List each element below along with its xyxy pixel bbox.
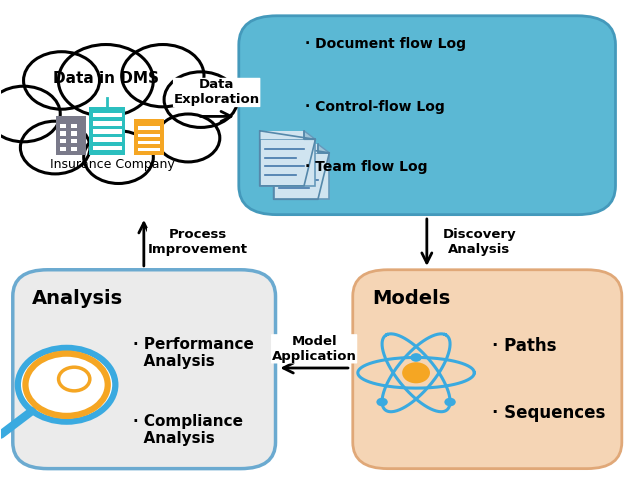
Circle shape (410, 353, 422, 362)
Circle shape (20, 121, 90, 174)
FancyBboxPatch shape (260, 139, 315, 186)
FancyBboxPatch shape (60, 131, 66, 135)
Circle shape (18, 348, 115, 422)
FancyBboxPatch shape (93, 137, 122, 142)
Text: · Performance
  Analysis: · Performance Analysis (133, 337, 254, 369)
FancyBboxPatch shape (138, 126, 160, 130)
FancyBboxPatch shape (353, 270, 622, 469)
Text: Discovery
Analysis: Discovery Analysis (443, 228, 516, 256)
Text: Models: Models (372, 289, 450, 308)
Text: Model
Application: Model Application (272, 335, 357, 363)
FancyBboxPatch shape (71, 139, 77, 143)
Circle shape (58, 44, 153, 116)
FancyBboxPatch shape (60, 139, 66, 143)
FancyBboxPatch shape (138, 134, 160, 137)
FancyBboxPatch shape (274, 144, 318, 153)
FancyBboxPatch shape (260, 131, 304, 139)
Circle shape (402, 362, 430, 383)
Polygon shape (318, 144, 329, 153)
FancyBboxPatch shape (138, 148, 160, 151)
Circle shape (444, 398, 456, 406)
Text: Insurance Company: Insurance Company (50, 158, 175, 171)
Circle shape (164, 72, 237, 127)
FancyBboxPatch shape (60, 147, 66, 151)
Circle shape (122, 44, 204, 107)
FancyBboxPatch shape (60, 123, 66, 128)
Text: Data in DMS: Data in DMS (53, 70, 159, 86)
Circle shape (376, 398, 388, 406)
Circle shape (84, 131, 153, 184)
Text: Data
Exploration: Data Exploration (174, 79, 260, 107)
Text: · Document flow Log: · Document flow Log (305, 37, 466, 51)
Circle shape (36, 66, 188, 181)
Text: Analysis: Analysis (32, 289, 123, 308)
FancyBboxPatch shape (56, 116, 86, 155)
Circle shape (26, 354, 108, 416)
Text: · Compliance
  Analysis: · Compliance Analysis (133, 414, 243, 446)
FancyBboxPatch shape (71, 147, 77, 151)
FancyBboxPatch shape (93, 113, 122, 117)
FancyBboxPatch shape (93, 121, 122, 125)
Text: Process
Improvement: Process Improvement (147, 228, 248, 256)
Text: · Team flow Log: · Team flow Log (305, 160, 427, 174)
Circle shape (156, 114, 220, 162)
FancyBboxPatch shape (71, 123, 77, 128)
FancyBboxPatch shape (13, 270, 276, 469)
FancyBboxPatch shape (71, 131, 77, 135)
FancyBboxPatch shape (89, 107, 126, 155)
FancyBboxPatch shape (134, 119, 164, 155)
Polygon shape (304, 131, 315, 139)
FancyBboxPatch shape (239, 16, 616, 214)
FancyBboxPatch shape (138, 141, 160, 144)
Circle shape (24, 52, 100, 109)
FancyBboxPatch shape (93, 146, 122, 150)
Text: · Paths: · Paths (492, 337, 556, 355)
Text: · Control-flow Log: · Control-flow Log (305, 100, 445, 114)
FancyBboxPatch shape (93, 129, 122, 134)
Circle shape (0, 86, 60, 142)
FancyBboxPatch shape (274, 153, 329, 200)
Text: · Sequences: · Sequences (492, 404, 605, 422)
